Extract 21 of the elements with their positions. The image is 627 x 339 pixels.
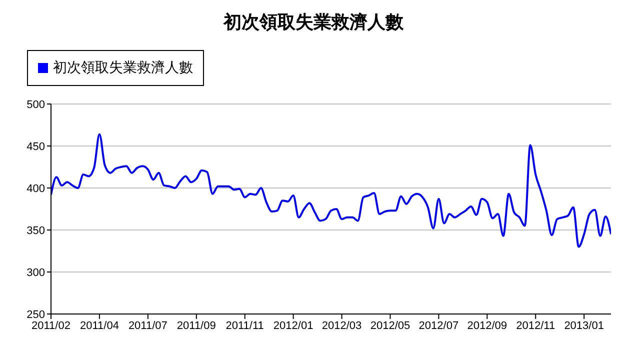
chart-title: 初次領取失業救濟人數 (222, 11, 404, 34)
x-tick-label: 2011/09 (176, 320, 216, 332)
x-tick-label: 2013/01 (564, 320, 604, 332)
x-tick-label: 2011/11 (226, 320, 264, 332)
x-tick-label: 2011/02 (32, 320, 70, 332)
legend-label: 初次領取失業救濟人數 (53, 59, 193, 77)
y-tick-label: 300 (26, 266, 45, 279)
x-tick-label: 2011/07 (128, 320, 168, 332)
x-tick-label: 2012/05 (370, 320, 410, 332)
y-tick-label: 350 (26, 224, 45, 237)
x-tick-label: 2012/03 (322, 320, 362, 332)
x-tick-label: 2011/04 (80, 320, 119, 332)
x-tick-label: 2012/07 (418, 320, 459, 332)
x-tick-label: 2012/11 (516, 320, 556, 332)
y-tick-label: 400 (26, 182, 45, 195)
y-tick-label: 500 (26, 98, 45, 111)
line-series (51, 133, 611, 248)
x-tick-label: 2012/09 (467, 320, 508, 332)
x-tick-label: 2012/01 (273, 320, 314, 332)
y-tick-label: 450 (26, 140, 45, 153)
y-tick-label: 250 (26, 308, 45, 321)
